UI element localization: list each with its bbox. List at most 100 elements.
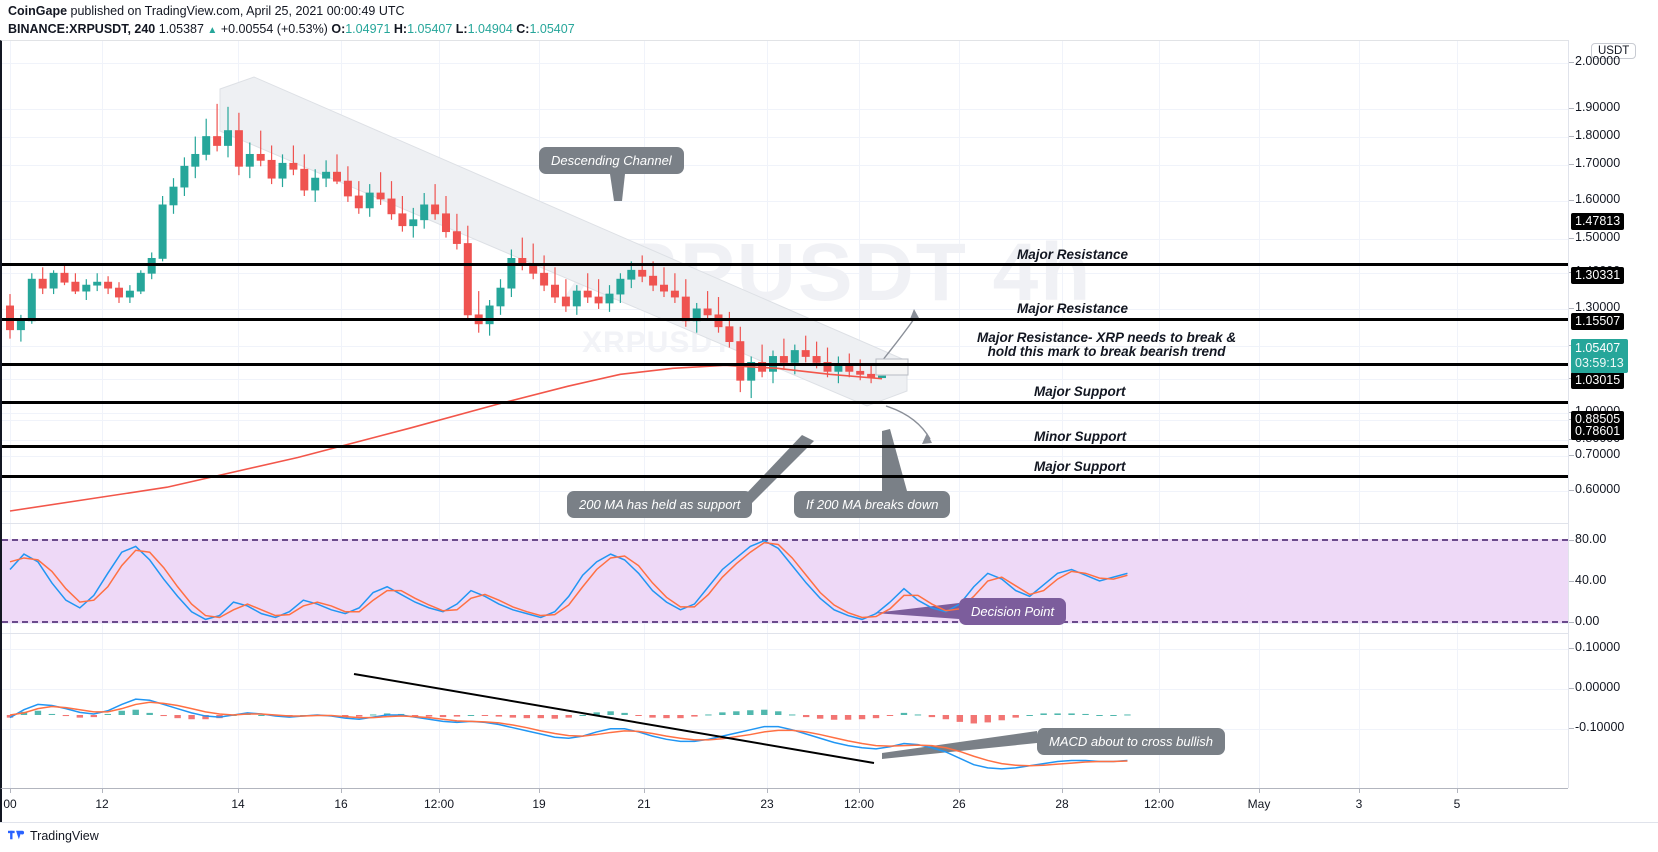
price-level-tag: 1.03015	[1571, 372, 1625, 389]
candle-body	[136, 272, 145, 292]
macd-histogram-bar	[1068, 713, 1075, 715]
macd-histogram-bar	[258, 715, 265, 716]
macd-histogram-bar	[356, 715, 363, 717]
candle-body	[311, 177, 320, 191]
price-axis-tick: 1.80000	[1575, 128, 1621, 142]
price-level-tag: 0.78601	[1571, 423, 1625, 440]
grid-line-horizontal	[2, 623, 1568, 624]
macd-histogram-bar	[34, 710, 42, 715]
tradingview-icon	[8, 830, 25, 840]
callout-descending-channel[interactable]: Descending Channel	[539, 147, 684, 174]
macd-histogram-bar	[118, 710, 125, 715]
level-line-resistance-1[interactable]	[2, 263, 1568, 266]
change-absolute: +0.00554	[220, 22, 274, 36]
callout-ma-support[interactable]: 200 MA has held as support	[567, 491, 753, 518]
macd-histogram-bar	[677, 715, 684, 719]
macd-histogram-bar	[830, 715, 838, 720]
level-line-resistance-3[interactable]	[2, 363, 1568, 366]
symbol-label[interactable]: BINANCE:XRPUSDT, 240	[8, 22, 156, 36]
level-label-line2: hold this mark to break bearish trend	[987, 344, 1226, 359]
grid-line-vertical	[859, 41, 860, 788]
bar-countdown: 03:59:13	[1575, 356, 1624, 370]
level-line-support-major-2[interactable]	[2, 475, 1568, 478]
axis-tick-mark	[1569, 540, 1574, 541]
grid-line-vertical	[539, 41, 540, 788]
candle-body	[6, 305, 14, 331]
macd-axis-tick: -0.10000	[1575, 720, 1625, 734]
candle-body	[169, 186, 178, 206]
currency-badge: USDT	[1591, 43, 1637, 59]
macd-histogram-bar	[481, 715, 489, 716]
time-axis-label: 12:00	[843, 797, 875, 811]
time-tick-mark	[1062, 789, 1063, 793]
time-axis-label: 21	[637, 797, 651, 811]
chart-plot-area[interactable]: XRPUSDT 4h XRPUSDT Major Resistance Major…	[0, 40, 1568, 788]
candle-body	[649, 275, 658, 286]
candle-body	[420, 204, 429, 221]
grid-line-horizontal	[2, 689, 1568, 690]
axis-tick-mark	[1569, 238, 1574, 239]
candle-body	[16, 320, 25, 331]
time-axis[interactable]: 00 12 14 16 12:00 19 21 23 12:00 26 28 12:00 May 3 5	[0, 788, 1568, 822]
candle-body	[125, 290, 134, 298]
stoch-axis-tick: 0.00	[1575, 614, 1600, 628]
callout-ma-breakdown[interactable]: If 200 MA breaks down	[794, 491, 951, 518]
macd-histogram-bar	[705, 714, 712, 716]
candle-body	[104, 281, 113, 289]
candle-body	[801, 350, 810, 357]
level-line-resistance-2[interactable]	[2, 318, 1568, 321]
axis-tick-mark	[1569, 688, 1574, 689]
macd-histogram-bar	[160, 715, 167, 717]
candle-body	[191, 153, 200, 167]
axis-tick-mark	[1569, 622, 1574, 623]
time-axis-label: 12:00	[423, 797, 455, 811]
published-text: published on TradingView.com, April 25, …	[70, 4, 405, 18]
candle-body	[267, 159, 276, 179]
macd-histogram-bar	[1026, 715, 1033, 716]
open-label: O:	[331, 22, 346, 36]
macd-histogram-bar	[495, 715, 503, 717]
candle-body	[365, 192, 374, 209]
candle-body	[551, 284, 560, 298]
level-line-support-minor[interactable]	[2, 445, 1568, 448]
macd-histogram-bar	[188, 715, 195, 720]
tradingview-logo[interactable]: TradingView	[8, 828, 99, 843]
time-axis-label: 19	[532, 797, 546, 811]
time-tick-mark	[1359, 789, 1360, 793]
candle-body	[234, 130, 243, 167]
price-axis-tick: 1.70000	[1575, 156, 1621, 170]
macd-histogram-bar	[439, 715, 447, 718]
price-level-tag: 1.30331	[1571, 267, 1625, 284]
candle-body	[82, 284, 91, 292]
candle-body	[213, 136, 222, 146]
time-tick-mark	[341, 789, 342, 793]
macd-histogram-bar	[1054, 713, 1061, 715]
change-percent: (+0.53%)	[276, 22, 328, 36]
level-label-support-major-1: Major Support	[1034, 384, 1126, 399]
macd-histogram-bar	[761, 709, 768, 715]
macd-histogram-bar	[663, 715, 670, 719]
candle-body	[387, 198, 396, 215]
candle-body	[594, 296, 603, 304]
level-line-support-major-1[interactable]	[2, 401, 1568, 404]
bullish-arrow-head	[910, 309, 919, 319]
time-tick-mark	[959, 789, 960, 793]
high-value: 1.05407	[407, 22, 453, 36]
high-label: H:	[393, 22, 408, 36]
macd-histogram-bar	[789, 714, 796, 716]
grid-line-vertical	[1062, 41, 1063, 788]
macd-histogram-bar	[970, 715, 977, 724]
axis-tick-mark	[1569, 581, 1574, 582]
macd-histogram-bar	[886, 715, 894, 716]
macd-histogram-bar	[733, 711, 740, 715]
macd-histogram-bar	[914, 714, 922, 716]
candle-body	[616, 278, 625, 295]
callout-macd-cross[interactable]: MACD about to cross bullish	[1037, 728, 1226, 755]
macd-histogram-bar	[621, 712, 628, 715]
candle-body	[60, 272, 69, 283]
callout-decision-point[interactable]: Decision Point	[959, 598, 1067, 625]
macd-histogram-bar	[928, 715, 936, 718]
attribution-line: CoinGape published on TradingView.com, A…	[8, 4, 405, 18]
price-axis[interactable]: USDT 2.00000 1.90000 1.80000 1.70000 1.60000…	[1568, 40, 1658, 788]
candle-body	[49, 272, 58, 289]
